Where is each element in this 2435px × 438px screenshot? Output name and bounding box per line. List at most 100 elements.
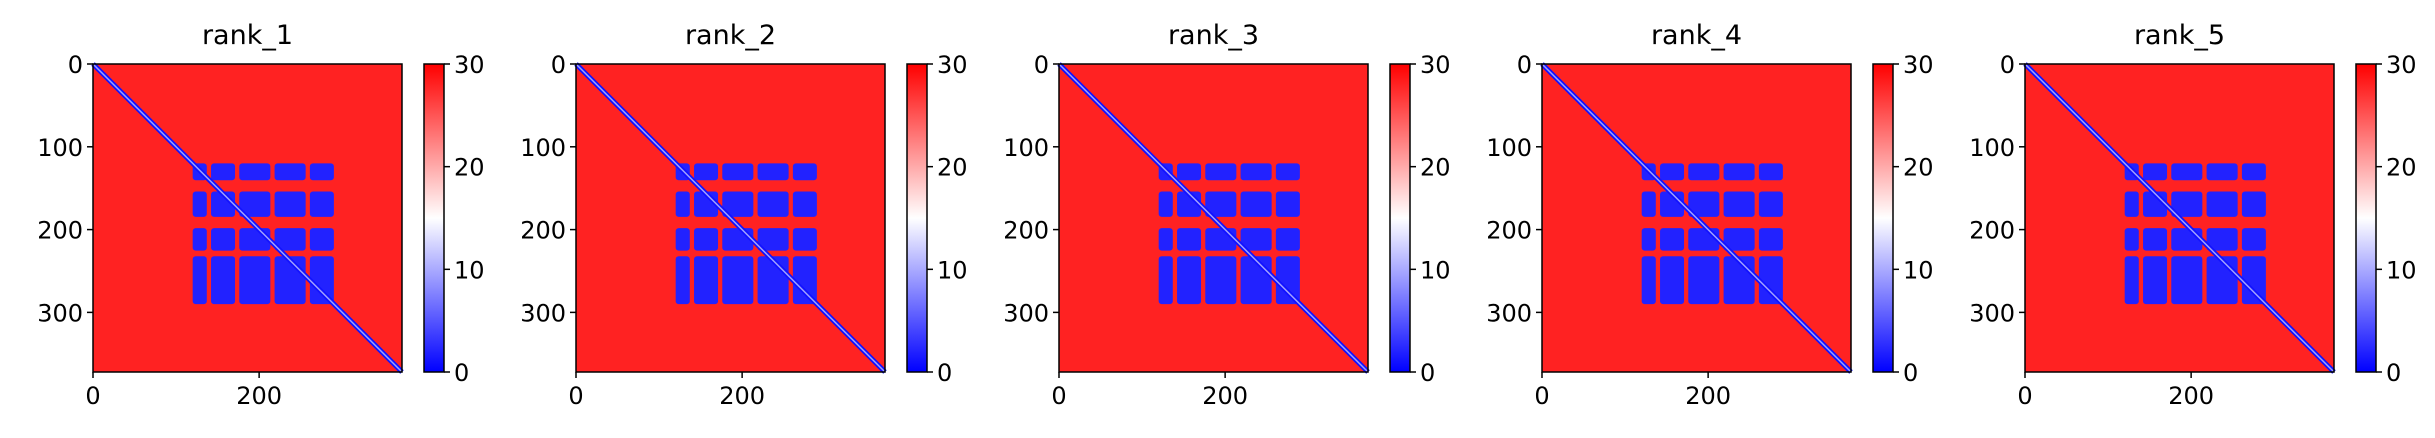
heatmap-block-cell xyxy=(1758,191,1783,217)
heatmap-block-cell xyxy=(192,228,207,251)
heatmap-block-cell xyxy=(792,256,817,305)
colorbar-tick-label: 10 xyxy=(1903,256,1934,284)
heatmap-block-cell xyxy=(694,256,719,305)
colorbar-tick-label: 10 xyxy=(2386,256,2417,284)
y-tick-label: 0 xyxy=(68,51,83,79)
y-tick-label: 100 xyxy=(520,134,566,162)
heatmap-block-cell xyxy=(1275,228,1300,251)
y-tick-label: 0 xyxy=(1034,51,1049,79)
plot-frame xyxy=(92,63,403,373)
y-tick-label: 200 xyxy=(1486,217,1532,245)
colorbar-tick-label: 30 xyxy=(2386,51,2417,79)
colorbar-tick-label: 10 xyxy=(937,256,968,284)
heatmap-block-cell xyxy=(2171,256,2203,305)
heatmap-block-cell xyxy=(1240,191,1272,217)
colorbar-tick-label: 0 xyxy=(454,359,469,387)
heatmap-diagonal-highlight xyxy=(575,63,886,373)
panel-title: rank_4 xyxy=(1651,20,1742,51)
y-tick-label: 0 xyxy=(1517,51,1532,79)
heatmap-block-cell xyxy=(1758,228,1783,251)
x-tick-label: 200 xyxy=(1202,382,1248,410)
y-tick-label: 100 xyxy=(37,134,83,162)
heatmap-block-cell xyxy=(1641,228,1656,251)
heatmap-block-cell xyxy=(1688,163,1720,181)
colorbar-tick-label: 0 xyxy=(2386,359,2401,387)
heatmap-block-cell xyxy=(1641,191,1656,217)
colorbar-tick-label: 20 xyxy=(2386,154,2417,182)
x-tick-label: 200 xyxy=(719,382,765,410)
heatmap-block-cell xyxy=(1688,256,1720,305)
heatmap-block-cell xyxy=(1723,191,1755,217)
colorbar xyxy=(2355,63,2377,373)
x-tick-label: 0 xyxy=(1051,382,1066,410)
heatmap-panel: rank_3 0 100 200 300 0 200 0 10 20 30 xyxy=(1003,20,1450,410)
colorbar-tick-label: 20 xyxy=(1420,154,1451,182)
heatmap-block-cell xyxy=(1158,191,1173,217)
colorbar-tick-label: 20 xyxy=(937,154,968,182)
heatmap-block-cell xyxy=(757,163,789,181)
plot-frame xyxy=(1541,63,1852,373)
heatmap-block-cell xyxy=(274,163,306,181)
heatmap-block-cell xyxy=(1723,228,1755,251)
heatmap-block-cell xyxy=(211,256,236,305)
colorbar-tick-label: 20 xyxy=(1903,154,1934,182)
x-tick-label: 200 xyxy=(236,382,282,410)
colorbar-tick-label: 30 xyxy=(1420,51,1451,79)
heatmap-block-cell xyxy=(211,163,236,181)
heatmap-block-cell xyxy=(239,256,271,305)
heatmap-block-cell xyxy=(2241,191,2266,217)
heatmap-block-cell xyxy=(1205,163,1237,181)
heatmap-block-cell xyxy=(1177,228,1202,251)
heatmap-block-cell xyxy=(1240,163,1272,181)
heatmap-block-cell xyxy=(1660,256,1685,305)
heatmap-block-cell xyxy=(2241,163,2266,181)
y-tick-label: 300 xyxy=(1003,299,1049,327)
heatmap-block-cell xyxy=(211,228,236,251)
plot-frame xyxy=(2024,63,2335,373)
heatmap-block-cell xyxy=(1205,191,1237,217)
plot-frame xyxy=(1058,63,1369,373)
heatmap-block-cell xyxy=(309,256,334,305)
x-tick-label: 0 xyxy=(568,382,583,410)
y-tick-label: 200 xyxy=(520,217,566,245)
colorbar-tick-label: 10 xyxy=(454,256,485,284)
y-tick-label: 200 xyxy=(1969,217,2015,245)
heatmap-block-cell xyxy=(1205,256,1237,305)
colorbar xyxy=(906,63,928,373)
heatmap-block-cell xyxy=(722,256,754,305)
heatmap-diagonal-highlight xyxy=(1058,63,1369,373)
heatmap-block-cell xyxy=(2206,228,2238,251)
heatmap-panel: rank_5 0 100 200 300 0 200 0 10 20 30 xyxy=(1969,20,2416,410)
colorbar-tick-label: 30 xyxy=(454,51,485,79)
heatmap-block-cell xyxy=(239,191,271,217)
y-tick-label: 0 xyxy=(551,51,566,79)
heatmap-block-cell xyxy=(2241,228,2266,251)
x-tick-label: 0 xyxy=(2017,382,2032,410)
y-tick-label: 300 xyxy=(1969,299,2015,327)
y-tick-label: 200 xyxy=(37,217,83,245)
x-tick-label: 200 xyxy=(2168,382,2214,410)
heatmap-block-cell xyxy=(2206,163,2238,181)
x-tick-label: 0 xyxy=(1534,382,1549,410)
heatmap-block-cell xyxy=(675,191,690,217)
heatmap-block-cell xyxy=(675,256,690,305)
y-tick-label: 300 xyxy=(37,299,83,327)
heatmap-diagonal-highlight xyxy=(1541,63,1852,373)
colorbar-tick-label: 0 xyxy=(1903,359,1918,387)
heatmap-panel: rank_4 0 100 200 300 0 200 0 10 20 30 xyxy=(1486,20,1933,410)
heatmap-block-cell xyxy=(757,228,789,251)
heatmap-block-cell xyxy=(192,191,207,217)
panel-title: rank_1 xyxy=(202,20,293,51)
heatmap-block-cell xyxy=(1177,163,1202,181)
heatmap-block-cell xyxy=(694,228,719,251)
heatmap-block-cell xyxy=(2124,256,2139,305)
heatmap-block-cell xyxy=(1723,163,1755,181)
heatmap-block-cell xyxy=(274,228,306,251)
y-tick-label: 100 xyxy=(1486,134,1532,162)
heatmap-block-cell xyxy=(309,191,334,217)
heatmap-block-cell xyxy=(192,256,207,305)
panel-title: rank_5 xyxy=(2134,20,2225,51)
heatmap-block-cell xyxy=(792,191,817,217)
heatmap-block-cell xyxy=(792,163,817,181)
heatmap-block-cell xyxy=(2143,256,2168,305)
